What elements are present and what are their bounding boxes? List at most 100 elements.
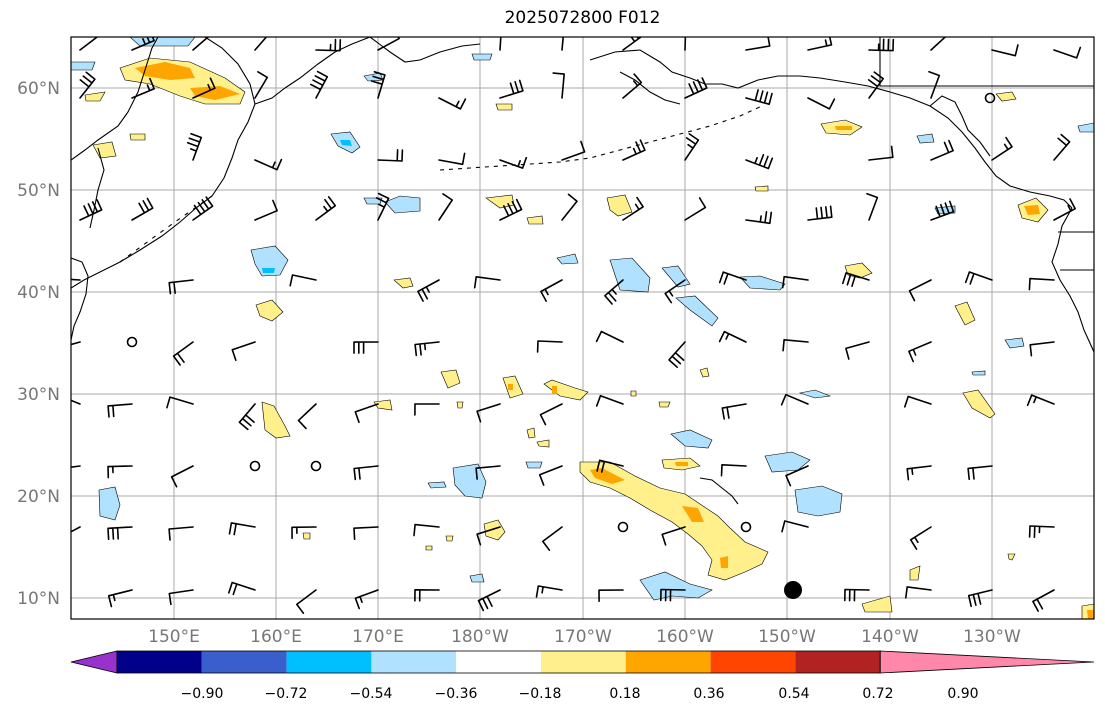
contour-patch xyxy=(384,195,421,214)
contour-patch xyxy=(962,389,996,419)
contour-patch xyxy=(720,556,728,568)
wind-barb xyxy=(1053,133,1071,161)
wind-barb xyxy=(904,395,932,408)
coastline-bristol xyxy=(619,71,681,105)
wind-barb xyxy=(536,340,563,353)
wind-barb xyxy=(561,193,578,221)
wind-barb xyxy=(354,589,379,610)
wind-barb xyxy=(909,526,932,550)
wind-barb xyxy=(438,97,467,110)
wind-barb xyxy=(166,396,194,409)
wind-barb xyxy=(540,279,563,302)
wind-barb xyxy=(473,276,501,289)
coastline-alaska-south xyxy=(589,49,1073,209)
lon-label: 150°E xyxy=(148,627,200,647)
wind-barb xyxy=(664,279,686,304)
wind-barb xyxy=(684,197,707,221)
lon-label: 170°W xyxy=(554,627,612,647)
wind-barb xyxy=(552,72,565,99)
contour-patch xyxy=(536,439,550,448)
wind-barb xyxy=(908,341,932,363)
contour-patch xyxy=(190,86,240,100)
wind-barb xyxy=(1053,46,1082,59)
wind-barb xyxy=(842,272,870,287)
wind-barb xyxy=(781,275,809,289)
contour-patch xyxy=(302,532,311,540)
wind-barb xyxy=(785,465,809,487)
coastline-sakhalin xyxy=(89,147,105,229)
contour-patch xyxy=(552,386,557,394)
calm-circle xyxy=(617,521,629,533)
contour-patch xyxy=(934,205,956,215)
wind-barb xyxy=(107,403,133,418)
contour-patch xyxy=(526,215,544,225)
coastline-north-america xyxy=(1051,207,1094,353)
wind-barb xyxy=(107,526,133,541)
wind-barb xyxy=(79,37,99,51)
wind-barb xyxy=(168,279,194,295)
colorbar-tick-label: 0.18 xyxy=(609,686,640,702)
wind-barb xyxy=(296,589,317,614)
contour-patch xyxy=(579,461,769,581)
border-canada-us xyxy=(879,37,1094,87)
wind-barb xyxy=(622,37,643,51)
colorbar-segment xyxy=(201,651,287,673)
wind-barb xyxy=(718,330,747,343)
wind-barb xyxy=(168,526,194,541)
wind-barb xyxy=(622,196,644,221)
wind-barb xyxy=(595,394,624,407)
wind-barb xyxy=(438,152,466,166)
wind-barb xyxy=(186,132,203,161)
colorbar-segment xyxy=(795,651,881,673)
wind-barb xyxy=(595,330,624,343)
wind-barb xyxy=(192,196,214,221)
wind-barb xyxy=(1026,394,1055,407)
contour-patch xyxy=(471,53,493,61)
colorbar-tick-label: 0.36 xyxy=(693,686,724,702)
wind-barb xyxy=(254,71,269,99)
wind-barb xyxy=(131,37,155,51)
contour-patch xyxy=(835,126,852,130)
contour-patch xyxy=(590,468,625,484)
wind-barb xyxy=(438,193,453,221)
wind-barb xyxy=(377,149,404,162)
wind-barb xyxy=(353,341,379,354)
contour-patch xyxy=(556,253,579,265)
wind-barb xyxy=(868,38,895,52)
wind-barb xyxy=(475,465,501,480)
contour-patch xyxy=(764,451,811,473)
lon-label: 180°W xyxy=(451,627,509,647)
contour-patch xyxy=(606,194,633,217)
wind-barb xyxy=(967,589,993,608)
wind-barb xyxy=(905,586,932,599)
wind-barb xyxy=(131,197,154,221)
wind-barb xyxy=(867,71,884,99)
wind-barb xyxy=(684,77,708,99)
contour-patch xyxy=(1004,337,1025,349)
contour-patch xyxy=(129,133,146,141)
longitude-labels: 150°E 160°E 170°E 180°W 170°W 160°W 150°… xyxy=(148,627,1021,647)
colorbar-tick-label: −0.90 xyxy=(181,686,224,702)
map-frame xyxy=(70,36,1095,620)
wind-barb xyxy=(668,341,686,368)
wind-barb xyxy=(542,526,563,551)
wind-barb xyxy=(782,339,809,352)
wind-barb xyxy=(79,71,96,99)
wind-barb xyxy=(310,70,329,99)
wind-barb xyxy=(807,97,836,110)
contour-patch xyxy=(699,367,710,378)
contour-patch xyxy=(526,427,536,439)
wind-barb xyxy=(684,133,700,161)
wind-barb xyxy=(71,399,81,405)
wind-barb xyxy=(598,589,624,602)
wind-barb xyxy=(131,77,155,99)
wind-barb xyxy=(745,89,773,105)
lon-label: 160°E xyxy=(250,627,302,647)
wind-barb xyxy=(291,526,317,540)
contour-patch xyxy=(639,571,713,601)
wind-barb xyxy=(684,37,687,51)
contour-patch xyxy=(92,141,117,159)
contour-patch xyxy=(971,370,986,376)
station-dot xyxy=(784,581,802,599)
wind-barb xyxy=(231,341,256,361)
